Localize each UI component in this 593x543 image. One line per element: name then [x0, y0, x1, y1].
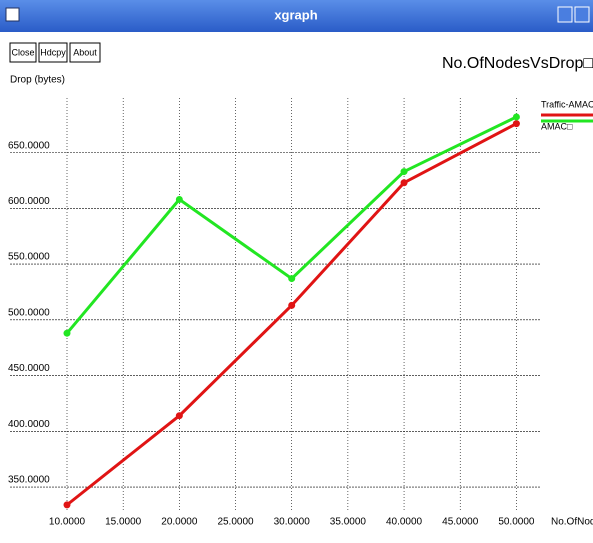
- y-tick-label: 650.0000: [8, 140, 50, 151]
- button-label[interactable]: Close: [11, 47, 34, 57]
- minimize-button[interactable]: [557, 6, 573, 23]
- x-tick-label: 35.0000: [330, 517, 367, 528]
- chart-title: No.OfNodesVsDrop□: [442, 55, 593, 72]
- data-point: [512, 113, 520, 121]
- data-point: [400, 179, 408, 187]
- y-tick-label: 600.0000: [8, 196, 50, 207]
- data-point: [175, 195, 183, 203]
- y-tick-label: 400.0000: [8, 419, 50, 430]
- data-point: [512, 120, 520, 128]
- data-point: [288, 301, 296, 309]
- y-tick-label: 450.0000: [8, 363, 50, 374]
- x-tick-label: 25.0000: [217, 517, 254, 528]
- x-tick-label: 20.0000: [161, 517, 198, 528]
- x-axis-label: No.OfNodes: [551, 517, 593, 528]
- maximize-button[interactable]: [574, 6, 590, 23]
- data-point: [400, 168, 408, 176]
- button-label[interactable]: About: [73, 47, 97, 57]
- y-tick-label: 350.0000: [8, 475, 50, 486]
- x-tick-label: 50.0000: [498, 517, 535, 528]
- data-point: [63, 329, 71, 337]
- y-tick-label: 550.0000: [8, 252, 50, 263]
- x-tick-label: 10.0000: [49, 517, 86, 528]
- title-bar: [0, 0, 593, 32]
- legend-label: Traffic-AMAC□: [541, 99, 593, 109]
- data-point: [288, 275, 296, 283]
- button-label[interactable]: Hdcpy: [40, 47, 66, 57]
- x-tick-label: 45.0000: [442, 517, 479, 528]
- window-title: xgraph: [274, 7, 317, 22]
- button[interactable]: [9, 42, 37, 63]
- button[interactable]: [69, 42, 101, 63]
- y-axis-label: Drop (bytes): [10, 75, 65, 86]
- data-point: [175, 412, 183, 420]
- window-icon[interactable]: [5, 7, 20, 22]
- legend-label: AMAC□: [541, 121, 573, 131]
- y-tick-label: 500.0000: [8, 307, 50, 318]
- button[interactable]: [38, 42, 68, 63]
- data-point: [63, 501, 71, 509]
- x-tick-label: 15.0000: [105, 517, 142, 528]
- x-tick-label: 30.0000: [274, 517, 311, 528]
- x-tick-label: 40.0000: [386, 517, 423, 528]
